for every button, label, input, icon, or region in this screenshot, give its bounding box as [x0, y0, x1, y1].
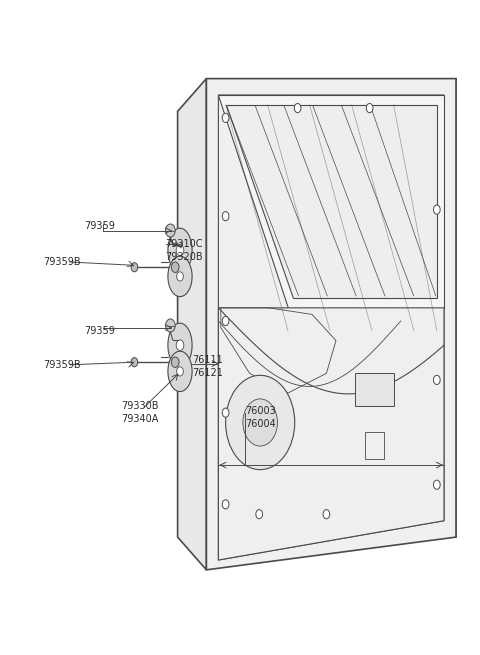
- Text: 79330B
79340A: 79330B 79340A: [121, 402, 158, 424]
- Circle shape: [366, 103, 373, 113]
- Polygon shape: [168, 323, 192, 367]
- Circle shape: [176, 245, 184, 255]
- Polygon shape: [218, 95, 444, 308]
- Circle shape: [176, 340, 184, 350]
- Circle shape: [177, 272, 183, 281]
- Circle shape: [222, 113, 229, 122]
- Polygon shape: [178, 79, 206, 570]
- Text: 76003
76004: 76003 76004: [245, 407, 276, 429]
- Text: 79359: 79359: [84, 326, 115, 336]
- Polygon shape: [226, 105, 437, 298]
- Circle shape: [222, 212, 229, 221]
- Polygon shape: [355, 373, 394, 406]
- Text: 79359: 79359: [84, 221, 115, 231]
- Circle shape: [222, 316, 229, 326]
- Polygon shape: [264, 79, 456, 537]
- Text: 79359B: 79359B: [43, 257, 81, 267]
- Circle shape: [171, 262, 179, 272]
- Circle shape: [433, 205, 440, 214]
- Circle shape: [323, 510, 330, 519]
- Polygon shape: [218, 308, 444, 560]
- Circle shape: [433, 480, 440, 489]
- Circle shape: [294, 103, 301, 113]
- Circle shape: [177, 367, 183, 376]
- Circle shape: [243, 399, 277, 446]
- Circle shape: [131, 263, 138, 272]
- Polygon shape: [168, 351, 192, 392]
- Circle shape: [131, 358, 138, 367]
- Circle shape: [222, 408, 229, 417]
- Circle shape: [166, 224, 175, 237]
- Circle shape: [433, 375, 440, 384]
- Circle shape: [226, 375, 295, 470]
- Polygon shape: [206, 79, 456, 570]
- Circle shape: [256, 510, 263, 519]
- Circle shape: [171, 357, 179, 367]
- Polygon shape: [168, 228, 192, 272]
- Text: 79359B: 79359B: [43, 360, 81, 370]
- Text: 76111
76121: 76111 76121: [192, 356, 223, 378]
- Text: 79310C
79320B: 79310C 79320B: [166, 239, 203, 261]
- Polygon shape: [168, 256, 192, 297]
- Circle shape: [222, 500, 229, 509]
- Circle shape: [166, 319, 175, 332]
